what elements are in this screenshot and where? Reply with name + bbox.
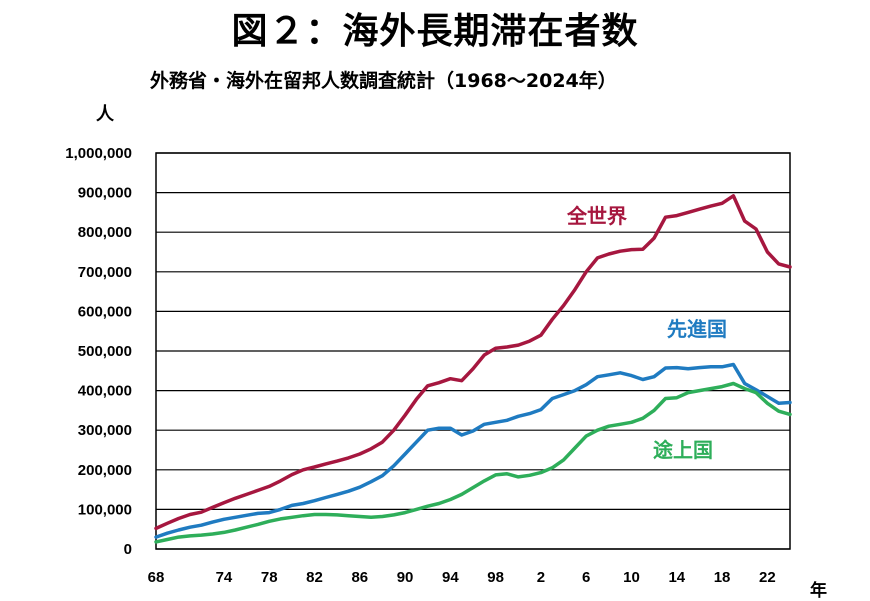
- x-tick-label: 14: [668, 569, 685, 586]
- x-tick-label: 74: [216, 569, 233, 586]
- chart-title: 図２：海外長期滞在者数: [231, 11, 639, 52]
- x-tick-label: 22: [759, 569, 776, 586]
- y-tick-label: 0: [124, 541, 132, 558]
- x-tick-label: 2: [537, 569, 545, 586]
- x-tick-label: 78: [261, 569, 278, 586]
- series-line: [154, 381, 792, 544]
- chart-subtitle: 外務省・海外在留邦人数調査統計（1968～2024年）: [150, 70, 617, 92]
- plot-area-frame: [155, 152, 791, 550]
- x-tick-label: 98: [487, 569, 504, 586]
- y-tick-label: 700,000: [78, 264, 132, 281]
- y-axis-unit-label: 人: [96, 104, 114, 125]
- series-line: [154, 362, 792, 539]
- y-tick-label: 100,000: [78, 501, 132, 518]
- x-tick-label: 10: [623, 569, 640, 586]
- y-tick-label: 400,000: [78, 383, 132, 400]
- y-tick-label: 800,000: [78, 224, 132, 241]
- x-tick-label: 6: [582, 569, 590, 586]
- y-tick-label: 200,000: [78, 462, 132, 479]
- y-tick-label: 1,000,000: [65, 145, 132, 162]
- x-tick-label: 18: [714, 569, 731, 586]
- x-tick-label: 82: [306, 569, 323, 586]
- x-axis-unit-label: 年: [810, 581, 827, 601]
- x-tick-label: 68: [148, 569, 165, 586]
- series-label: 途上国: [653, 438, 713, 462]
- y-tick-label: 900,000: [78, 185, 132, 202]
- series-label: 全世界: [566, 204, 627, 228]
- x-tick-label: 90: [397, 569, 414, 586]
- y-tick-label: 600,000: [78, 303, 132, 320]
- y-tick-label: 500,000: [78, 343, 132, 360]
- x-tick-label: 86: [351, 569, 368, 586]
- x-tick-label: 94: [442, 569, 459, 586]
- series-label: 先進国: [667, 317, 727, 341]
- series-line: [154, 194, 792, 531]
- y-tick-label: 300,000: [78, 422, 132, 439]
